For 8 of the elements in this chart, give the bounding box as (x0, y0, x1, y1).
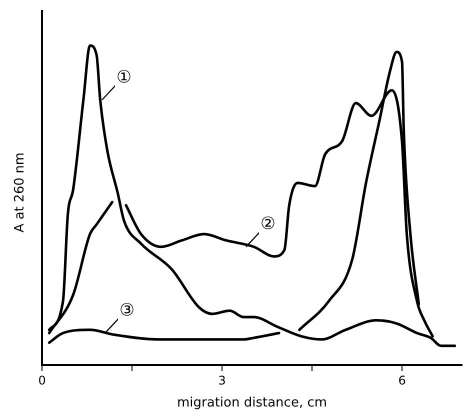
annotation: ① (116, 67, 132, 88)
x-tick-label: 3 (218, 373, 226, 388)
x-axis-title: migration distance, cm (176, 396, 328, 411)
y-axis-title: A at 260 nm (12, 152, 28, 233)
x-tick-label: 6 (398, 373, 406, 388)
annotation: ② (260, 214, 276, 234)
x-tick-label: 0 (38, 373, 46, 388)
annotation: ③ (119, 300, 135, 320)
